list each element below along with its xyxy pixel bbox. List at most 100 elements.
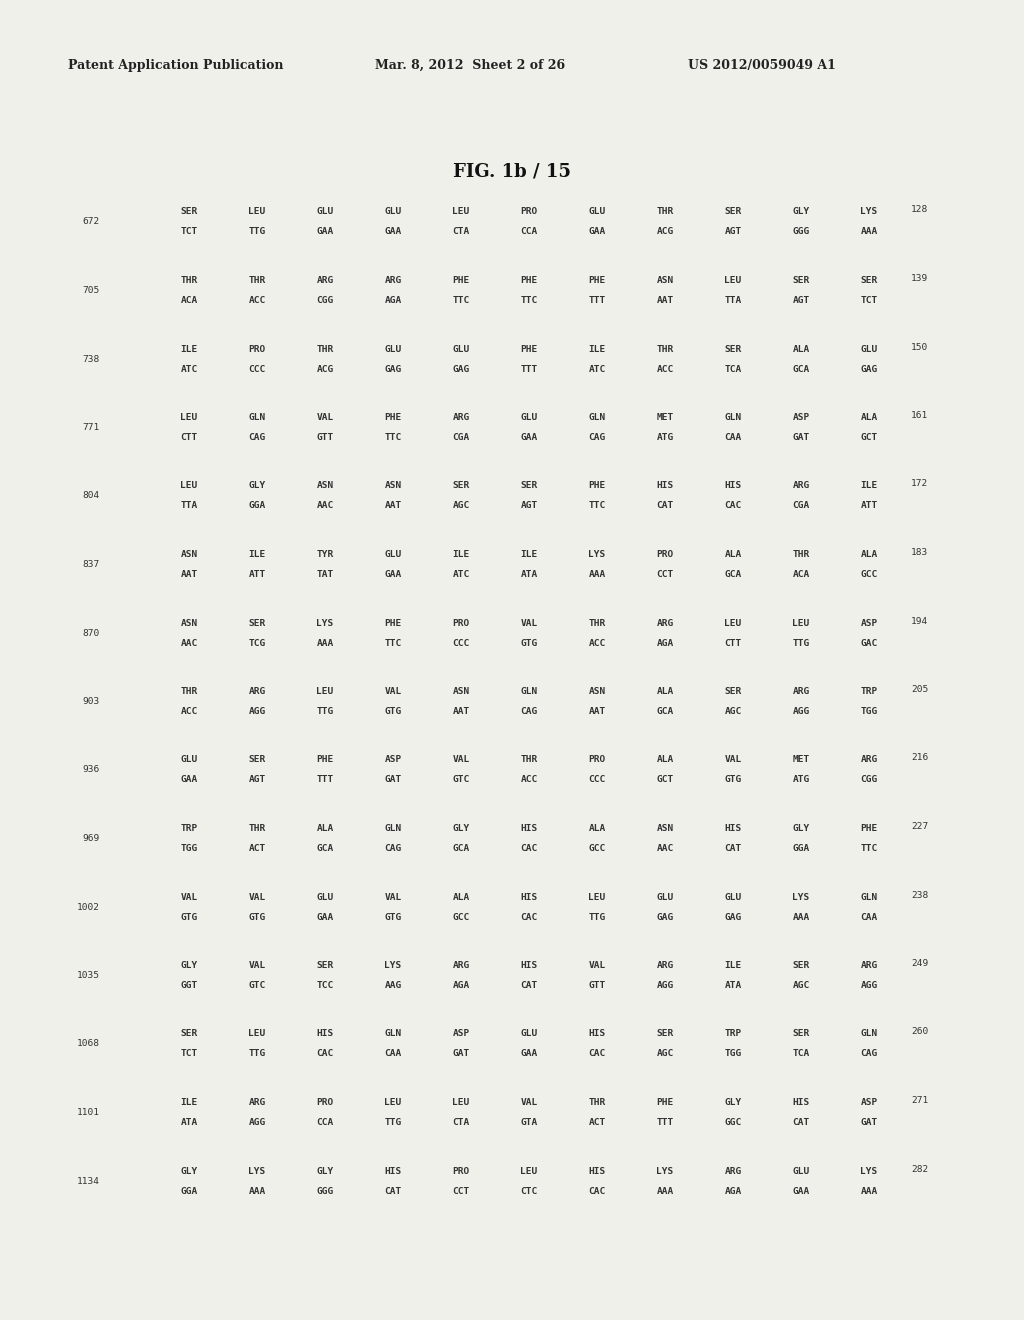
Text: SER: SER	[180, 207, 198, 216]
Text: ATT: ATT	[860, 502, 878, 511]
Text: ALA: ALA	[656, 755, 674, 764]
Text: CTA: CTA	[453, 227, 470, 236]
Text: GLU: GLU	[384, 345, 401, 354]
Text: GCA: GCA	[793, 364, 810, 374]
Text: CAG: CAG	[384, 843, 401, 853]
Text: SER: SER	[724, 686, 741, 696]
Text: ATG: ATG	[793, 776, 810, 784]
Text: THR: THR	[520, 755, 538, 764]
Text: AGG: AGG	[249, 1118, 265, 1127]
Text: SER: SER	[249, 755, 265, 764]
Text: 903: 903	[83, 697, 100, 706]
Text: SER: SER	[656, 1030, 674, 1039]
Text: TAT: TAT	[316, 570, 334, 579]
Text: VAL: VAL	[316, 413, 334, 422]
Text: GLY: GLY	[180, 1167, 198, 1176]
Text: HIS: HIS	[724, 482, 741, 491]
Text: ATC: ATC	[180, 364, 198, 374]
Text: TTT: TTT	[520, 364, 538, 374]
Text: 837: 837	[83, 560, 100, 569]
Text: GAT: GAT	[384, 776, 401, 784]
Text: SER: SER	[453, 482, 470, 491]
Text: TTG: TTG	[316, 708, 334, 715]
Text: THR: THR	[180, 686, 198, 696]
Text: CAT: CAT	[656, 502, 674, 511]
Text: SER: SER	[793, 961, 810, 970]
Text: SER: SER	[180, 1030, 198, 1039]
Text: GLY: GLY	[793, 824, 810, 833]
Text: CTT: CTT	[180, 433, 198, 442]
Text: AAT: AAT	[589, 708, 605, 715]
Text: ASN: ASN	[180, 550, 198, 558]
Text: AGC: AGC	[656, 1049, 674, 1059]
Text: HIS: HIS	[520, 961, 538, 970]
Text: TTT: TTT	[656, 1118, 674, 1127]
Text: ATC: ATC	[589, 364, 605, 374]
Text: SER: SER	[724, 345, 741, 354]
Text: ARG: ARG	[656, 961, 674, 970]
Text: ILE: ILE	[724, 961, 741, 970]
Text: GLN: GLN	[384, 824, 401, 833]
Text: AAA: AAA	[249, 1187, 265, 1196]
Text: LYS: LYS	[793, 892, 810, 902]
Text: CCT: CCT	[656, 570, 674, 579]
Text: AAA: AAA	[316, 639, 334, 648]
Text: CCA: CCA	[520, 227, 538, 236]
Text: LEU: LEU	[724, 276, 741, 285]
Text: AGA: AGA	[724, 1187, 741, 1196]
Text: VAL: VAL	[589, 961, 605, 970]
Text: 150: 150	[911, 342, 928, 351]
Text: GLU: GLU	[589, 207, 605, 216]
Text: MET: MET	[656, 413, 674, 422]
Text: GTT: GTT	[589, 981, 605, 990]
Text: ACC: ACC	[589, 639, 605, 648]
Text: 238: 238	[911, 891, 928, 899]
Text: THR: THR	[249, 276, 265, 285]
Text: GLU: GLU	[724, 892, 741, 902]
Text: SER: SER	[724, 207, 741, 216]
Text: HIS: HIS	[724, 824, 741, 833]
Text: 282: 282	[911, 1164, 928, 1173]
Text: SER: SER	[520, 482, 538, 491]
Text: AGG: AGG	[793, 708, 810, 715]
Text: 194: 194	[911, 616, 928, 626]
Text: GAA: GAA	[316, 227, 334, 236]
Text: TCT: TCT	[180, 1049, 198, 1059]
Text: AGA: AGA	[453, 981, 470, 990]
Text: VAL: VAL	[249, 961, 265, 970]
Text: HIS: HIS	[793, 1098, 810, 1107]
Text: CCC: CCC	[249, 364, 265, 374]
Text: AAA: AAA	[656, 1187, 674, 1196]
Text: PHE: PHE	[589, 482, 605, 491]
Text: 227: 227	[911, 822, 928, 832]
Text: GLN: GLN	[384, 1030, 401, 1039]
Text: CTA: CTA	[453, 1118, 470, 1127]
Text: TTT: TTT	[589, 296, 605, 305]
Text: TYR: TYR	[316, 550, 334, 558]
Text: ASN: ASN	[453, 686, 470, 696]
Text: TTG: TTG	[384, 1118, 401, 1127]
Text: AGG: AGG	[656, 981, 674, 990]
Text: HIS: HIS	[384, 1167, 401, 1176]
Text: PRO: PRO	[453, 619, 470, 627]
Text: TTG: TTG	[589, 912, 605, 921]
Text: TTG: TTG	[249, 1049, 265, 1059]
Text: ALA: ALA	[860, 550, 878, 558]
Text: GTG: GTG	[520, 639, 538, 648]
Text: GLN: GLN	[520, 686, 538, 696]
Text: 260: 260	[911, 1027, 928, 1036]
Text: ASN: ASN	[180, 619, 198, 627]
Text: 205: 205	[911, 685, 928, 694]
Text: ASP: ASP	[860, 619, 878, 627]
Text: GGA: GGA	[180, 1187, 198, 1196]
Text: GGC: GGC	[724, 1118, 741, 1127]
Text: CAC: CAC	[520, 912, 538, 921]
Text: CAG: CAG	[520, 708, 538, 715]
Text: ACG: ACG	[656, 227, 674, 236]
Text: THR: THR	[180, 276, 198, 285]
Text: TCT: TCT	[860, 296, 878, 305]
Text: PRO: PRO	[656, 550, 674, 558]
Text: ASN: ASN	[384, 482, 401, 491]
Text: 804: 804	[83, 491, 100, 500]
Text: GAA: GAA	[384, 570, 401, 579]
